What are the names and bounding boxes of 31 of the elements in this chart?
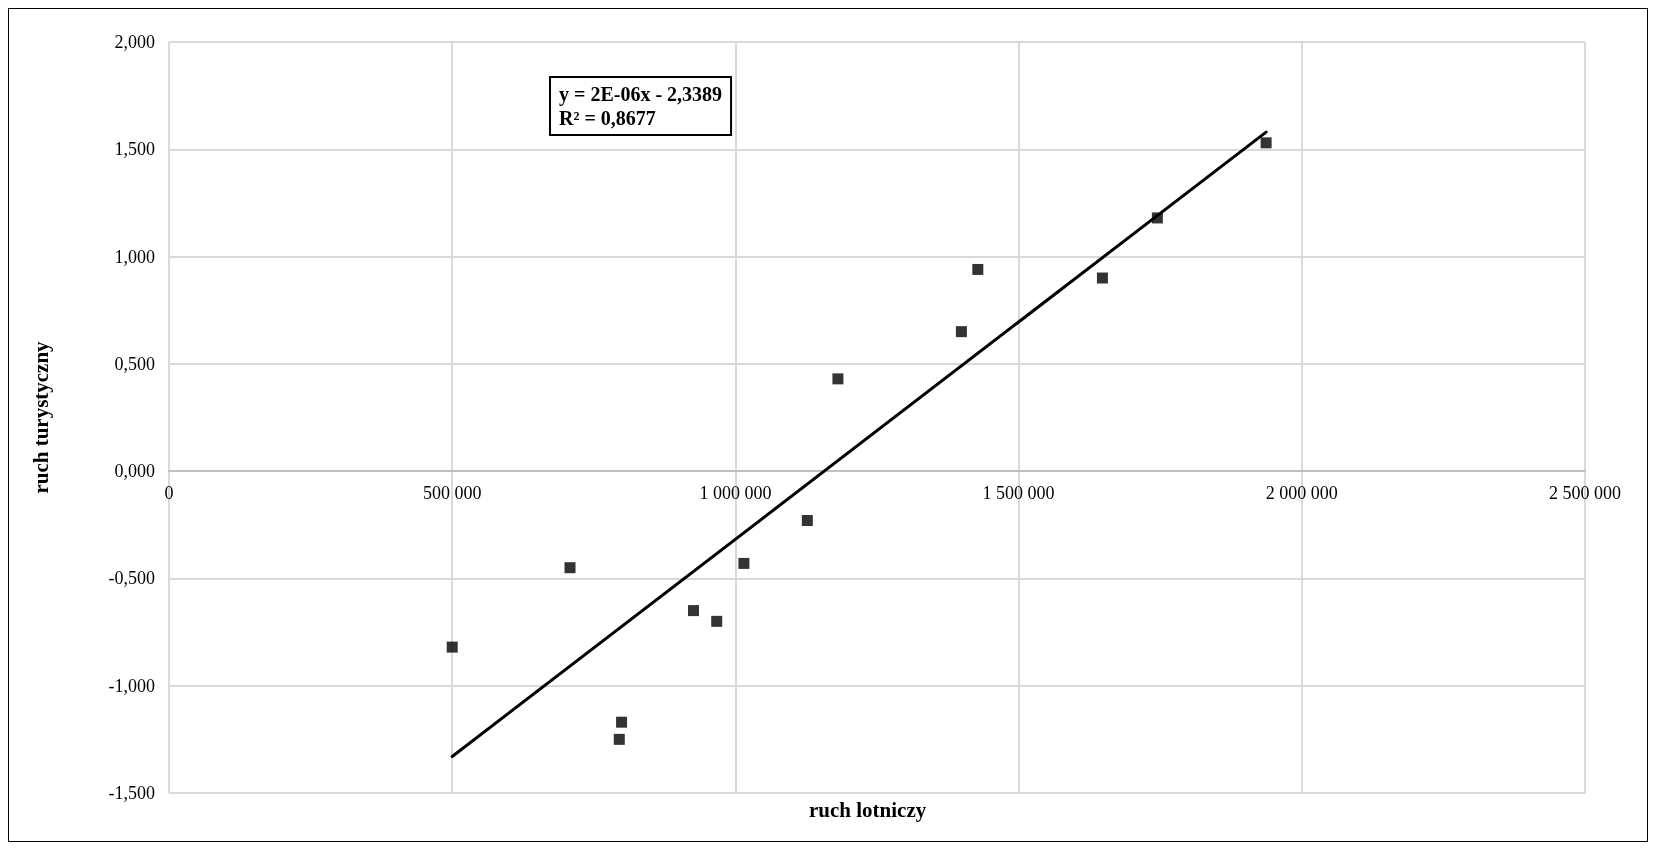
y-tick-label: -0,500 [108, 568, 155, 589]
x-tick-label: 1 000 000 [699, 483, 772, 504]
y-tick-label: 2,000 [114, 32, 155, 52]
x-tick-label: 1 500 000 [982, 483, 1055, 504]
y-tick-label: 0,000 [114, 461, 155, 482]
point [564, 562, 576, 574]
y-tick-label: 1,000 [114, 246, 155, 267]
point [1096, 272, 1108, 284]
point [1260, 137, 1272, 149]
y-tick-label: 1,500 [114, 139, 155, 160]
point [801, 514, 813, 526]
point [446, 641, 458, 653]
point [687, 605, 699, 617]
x-tick-label: 0 [164, 483, 174, 504]
x-tick-label: 2 000 000 [1265, 483, 1338, 504]
y-tick-label: -1,500 [108, 783, 155, 803]
annotation: R² = 0,8677 [559, 107, 656, 129]
point [972, 263, 984, 275]
point [616, 716, 628, 728]
point [738, 557, 750, 569]
y-axis-title: ruch turystyczny [28, 340, 53, 494]
point [955, 326, 967, 338]
point [613, 733, 625, 745]
x-tick-label: 500 000 [422, 483, 482, 504]
x-tick-label: 2 500 000 [1549, 483, 1621, 504]
point [832, 373, 844, 385]
y-tick-label: -1,000 [108, 675, 155, 696]
annotation: y = 2E-06x - 2,3389 [559, 83, 723, 106]
y-tick-label: 0,500 [114, 353, 155, 374]
point [711, 615, 723, 627]
x-axis-title: ruch lotniczy [809, 797, 927, 822]
